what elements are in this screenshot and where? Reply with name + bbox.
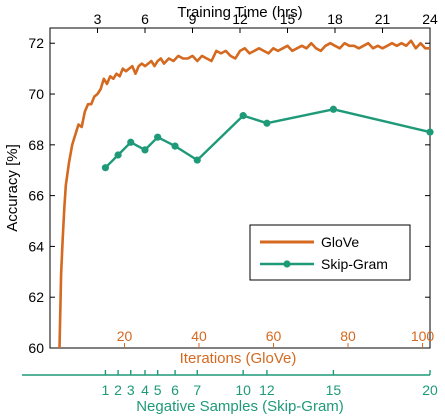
skipgram-point <box>193 156 201 164</box>
negative-axis-label: Negative Samples (Skip-Gram) <box>136 398 344 415</box>
negative-tick-label: 20 <box>422 382 438 398</box>
negative-tick-label: 6 <box>171 382 179 398</box>
y-axis-ticks: 60 62 64 66 68 70 72 <box>28 35 430 356</box>
top-axis-label: Training Time (hrs) <box>177 4 302 21</box>
top-tick-label: 9 <box>189 11 197 27</box>
negative-tick-label: 4 <box>141 382 149 398</box>
legend-skipgram-marker <box>283 260 291 268</box>
legend-glove-label: GloVe <box>321 234 359 250</box>
skipgram-point <box>329 105 338 113</box>
negative-tick-label: 12 <box>259 382 275 398</box>
top-tick-label: 24 <box>422 11 438 27</box>
skipgram-point <box>114 151 122 159</box>
negative-tick-label: 2 <box>114 382 122 398</box>
negative-tick-label: 7 <box>193 382 201 398</box>
negative-tick-label: 1 <box>102 382 110 398</box>
skipgram-point <box>239 112 247 120</box>
negative-axis-ticks: 1 2 3 4 5 6 7 10 12 15 20 <box>102 370 438 398</box>
y-tick-label: 62 <box>28 289 44 305</box>
legend: GloVe Skip-Gram <box>249 224 411 281</box>
legend-box <box>249 224 411 281</box>
series-glove-line <box>58 39 430 349</box>
negative-tick-label: 5 <box>154 382 162 398</box>
series-skipgram-line <box>104 108 431 169</box>
y-axis-label: Accuracy [%] <box>4 144 21 232</box>
y-tick-label: 70 <box>28 86 44 102</box>
iterations-tick-label: 100 <box>411 328 435 344</box>
y-tick-label: 60 <box>28 340 44 356</box>
top-tick-label: 12 <box>232 11 248 27</box>
iterations-axis-ticks: 20 40 60 80 100 <box>117 328 435 348</box>
iterations-axis-label: Iterations (GloVe) <box>180 350 297 367</box>
iterations-tick-label: 80 <box>340 328 356 344</box>
top-tick-label: 21 <box>375 11 391 27</box>
skipgram-point <box>263 119 271 127</box>
series-layer <box>58 39 434 349</box>
iterations-tick-label: 60 <box>266 328 282 344</box>
top-axis-ticks: 3 6 9 12 15 18 21 24 <box>94 11 438 33</box>
top-tick-label: 3 <box>94 11 102 27</box>
skipgram-point <box>127 138 135 146</box>
y-tick-label: 68 <box>28 137 44 153</box>
iterations-tick-label: 40 <box>191 328 207 344</box>
negative-tick-label: 3 <box>127 382 135 398</box>
plot-frame <box>49 27 431 349</box>
skipgram-point <box>101 164 110 172</box>
top-tick-label: 6 <box>141 11 149 27</box>
y-tick-label: 66 <box>28 188 44 204</box>
top-tick-label: 15 <box>280 11 296 27</box>
y-tick-label: 64 <box>28 238 44 254</box>
skipgram-point <box>141 146 149 154</box>
negative-tick-label: 10 <box>235 382 251 398</box>
iterations-tick-label: 20 <box>117 328 133 344</box>
y-tick-label: 72 <box>28 35 44 51</box>
skipgram-point <box>154 133 162 141</box>
skipgram-point <box>171 142 179 150</box>
top-tick-label: 18 <box>327 11 343 27</box>
skipgram-point <box>426 128 434 136</box>
legend-skipgram-label: Skip-Gram <box>321 256 388 272</box>
negative-tick-label: 15 <box>326 382 342 398</box>
